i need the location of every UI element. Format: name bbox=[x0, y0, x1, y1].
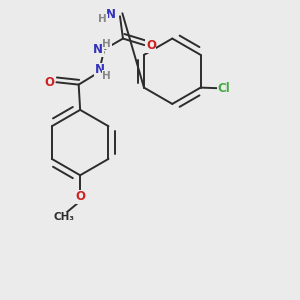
Text: Cl: Cl bbox=[218, 82, 230, 95]
Text: N: N bbox=[93, 43, 103, 56]
Text: N: N bbox=[94, 63, 104, 76]
Text: N: N bbox=[106, 8, 116, 21]
Text: O: O bbox=[146, 39, 156, 52]
Text: H: H bbox=[102, 71, 111, 81]
Text: H: H bbox=[102, 39, 111, 49]
Text: CH₃: CH₃ bbox=[54, 212, 75, 223]
Text: O: O bbox=[45, 76, 55, 89]
Text: H: H bbox=[98, 14, 107, 24]
Text: O: O bbox=[75, 190, 85, 203]
